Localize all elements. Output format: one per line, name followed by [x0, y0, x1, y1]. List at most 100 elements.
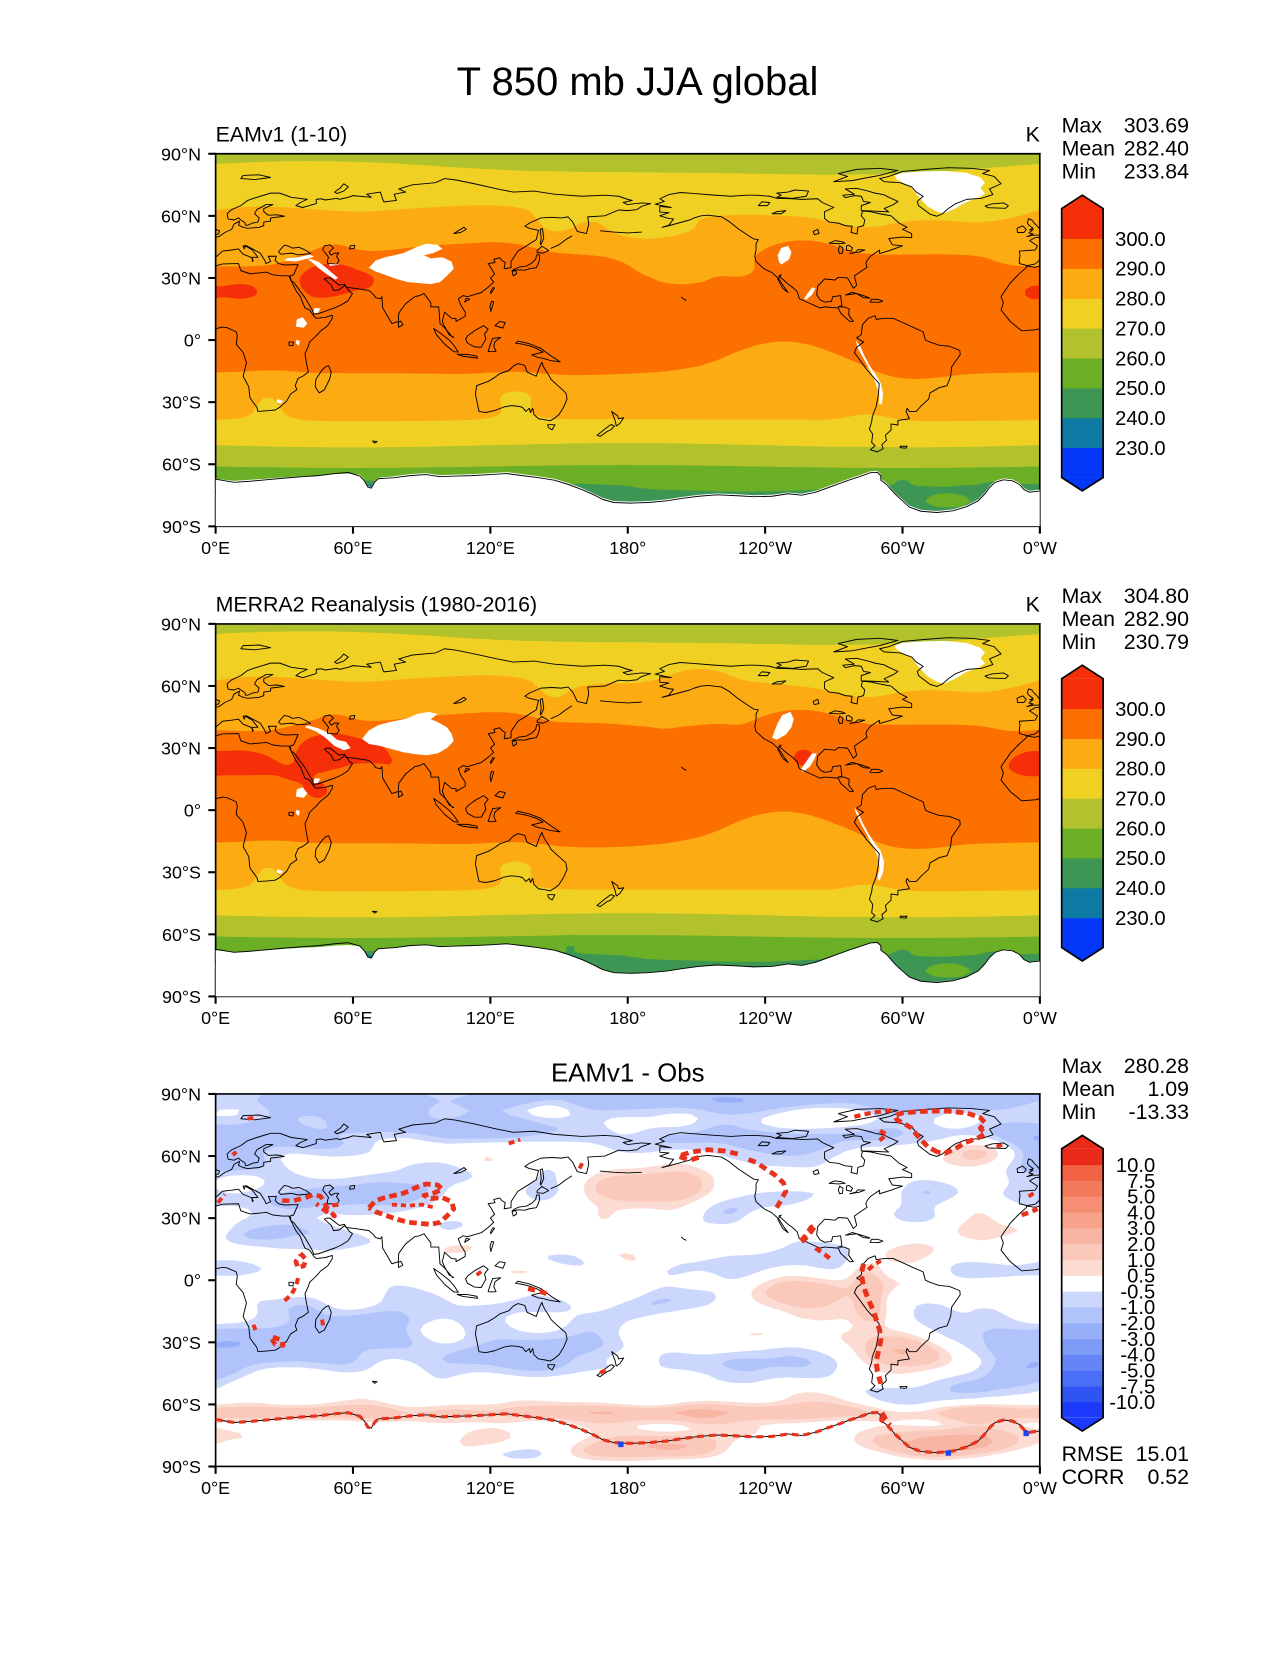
svg-text:180°: 180° [609, 1008, 646, 1028]
svg-text:230.0: 230.0 [1115, 908, 1166, 930]
svg-text:90°S: 90°S [162, 1457, 201, 1477]
svg-text:CORR: CORR [1062, 1465, 1125, 1489]
svg-text:T 850 mb JJA global: T 850 mb JJA global [457, 60, 819, 104]
svg-text:30°N: 30°N [161, 739, 201, 759]
svg-text:Max: Max [1062, 1054, 1103, 1078]
svg-text:260.0: 260.0 [1115, 348, 1166, 370]
svg-text:0°W: 0°W [1023, 538, 1057, 558]
svg-text:120°W: 120°W [738, 1008, 792, 1028]
svg-text:60°N: 60°N [161, 206, 201, 226]
svg-text:180°: 180° [609, 538, 646, 558]
svg-text:60°E: 60°E [333, 538, 372, 558]
svg-text:0°E: 0°E [201, 1478, 230, 1498]
svg-text:120°E: 120°E [466, 538, 515, 558]
svg-text:90°N: 90°N [161, 614, 201, 634]
svg-text:15.01: 15.01 [1136, 1442, 1189, 1466]
svg-text:303.69: 303.69 [1124, 114, 1189, 138]
svg-text:0.5: 0.5 [1127, 1266, 1155, 1288]
svg-text:EAMv1 (1-10): EAMv1 (1-10) [216, 122, 348, 146]
svg-text:60°N: 60°N [161, 1147, 201, 1167]
svg-text:60°W: 60°W [881, 1008, 925, 1028]
svg-text:30°S: 30°S [162, 863, 201, 883]
svg-text:Mean: Mean [1062, 137, 1115, 161]
svg-text:-13.33: -13.33 [1129, 1100, 1190, 1124]
svg-text:0.52: 0.52 [1148, 1465, 1190, 1489]
svg-text:-5.0: -5.0 [1120, 1360, 1155, 1382]
svg-text:0°E: 0°E [201, 1008, 230, 1028]
svg-text:Min: Min [1062, 160, 1096, 184]
svg-text:0°: 0° [184, 1271, 201, 1291]
svg-text:90°S: 90°S [162, 987, 201, 1007]
svg-text:Mean: Mean [1062, 607, 1115, 631]
svg-text:60°W: 60°W [881, 538, 925, 558]
svg-text:Max: Max [1062, 584, 1103, 608]
svg-text:2.0: 2.0 [1127, 1234, 1155, 1256]
svg-text:Mean: Mean [1062, 1077, 1115, 1101]
svg-text:60°N: 60°N [161, 676, 201, 696]
svg-text:290.0: 290.0 [1115, 729, 1166, 751]
svg-text:-7.5: -7.5 [1120, 1376, 1155, 1398]
svg-text:120°W: 120°W [738, 538, 792, 558]
svg-text:1.0: 1.0 [1127, 1250, 1155, 1272]
svg-text:4.0: 4.0 [1127, 1202, 1155, 1224]
svg-text:EAMv1 - Obs: EAMv1 - Obs [551, 1059, 705, 1087]
svg-text:0°W: 0°W [1023, 1008, 1057, 1028]
svg-text:270.0: 270.0 [1115, 318, 1166, 340]
svg-text:MERRA2 Reanalysis (1980-2016): MERRA2 Reanalysis (1980-2016) [216, 592, 538, 616]
svg-text:250.0: 250.0 [1115, 378, 1166, 400]
svg-text:270.0: 270.0 [1115, 789, 1166, 811]
svg-text:1.09: 1.09 [1148, 1077, 1190, 1101]
svg-text:120°E: 120°E [466, 1478, 515, 1498]
svg-text:120°E: 120°E [466, 1008, 515, 1028]
svg-text:180°: 180° [609, 1478, 646, 1498]
svg-text:90°N: 90°N [161, 144, 201, 164]
svg-text:3.0: 3.0 [1127, 1218, 1155, 1240]
svg-text:60°E: 60°E [333, 1478, 372, 1498]
svg-text:5.0: 5.0 [1127, 1187, 1155, 1209]
svg-text:280.28: 280.28 [1124, 1054, 1189, 1078]
svg-text:60°W: 60°W [881, 1478, 925, 1498]
svg-text:230.0: 230.0 [1115, 438, 1166, 460]
svg-text:10.0: 10.0 [1116, 1155, 1155, 1177]
svg-text:K: K [1026, 592, 1040, 616]
svg-text:240.0: 240.0 [1115, 878, 1166, 900]
svg-text:Max: Max [1062, 114, 1103, 138]
svg-text:280.0: 280.0 [1115, 759, 1166, 781]
svg-text:30°S: 30°S [162, 1333, 201, 1353]
svg-text:7.5: 7.5 [1127, 1171, 1155, 1193]
svg-text:290.0: 290.0 [1115, 259, 1166, 281]
svg-text:0°: 0° [184, 801, 201, 821]
svg-text:240.0: 240.0 [1115, 408, 1166, 430]
svg-text:90°S: 90°S [162, 517, 201, 537]
svg-text:K: K [1026, 122, 1040, 146]
svg-text:-4.0: -4.0 [1120, 1345, 1155, 1367]
svg-text:30°N: 30°N [161, 268, 201, 288]
svg-text:282.40: 282.40 [1124, 137, 1189, 161]
svg-text:-0.5: -0.5 [1120, 1281, 1155, 1303]
svg-text:0°E: 0°E [201, 538, 230, 558]
svg-text:-3.0: -3.0 [1120, 1329, 1155, 1351]
svg-text:60°S: 60°S [162, 455, 201, 475]
svg-text:233.84: 233.84 [1124, 160, 1189, 184]
svg-text:260.0: 260.0 [1115, 818, 1166, 840]
svg-text:30°N: 30°N [161, 1209, 201, 1229]
svg-text:250.0: 250.0 [1115, 848, 1166, 870]
svg-text:0°W: 0°W [1023, 1478, 1057, 1498]
svg-text:300.0: 300.0 [1115, 699, 1166, 721]
svg-text:-2.0: -2.0 [1120, 1313, 1155, 1335]
svg-text:60°S: 60°S [162, 925, 201, 945]
svg-text:RMSE: RMSE [1062, 1442, 1124, 1466]
svg-text:280.0: 280.0 [1115, 289, 1166, 311]
svg-text:304.80: 304.80 [1124, 584, 1189, 608]
svg-text:300.0: 300.0 [1115, 229, 1166, 251]
svg-text:Min: Min [1062, 630, 1096, 654]
svg-text:282.90: 282.90 [1124, 607, 1189, 631]
svg-text:230.79: 230.79 [1124, 630, 1189, 654]
svg-text:120°W: 120°W [738, 1478, 792, 1498]
svg-text:-1.0: -1.0 [1120, 1297, 1155, 1319]
svg-text:0°: 0° [184, 331, 201, 351]
svg-text:Min: Min [1062, 1100, 1096, 1124]
svg-text:90°N: 90°N [161, 1084, 201, 1104]
svg-text:60°S: 60°S [162, 1395, 201, 1415]
svg-text:60°E: 60°E [333, 1008, 372, 1028]
